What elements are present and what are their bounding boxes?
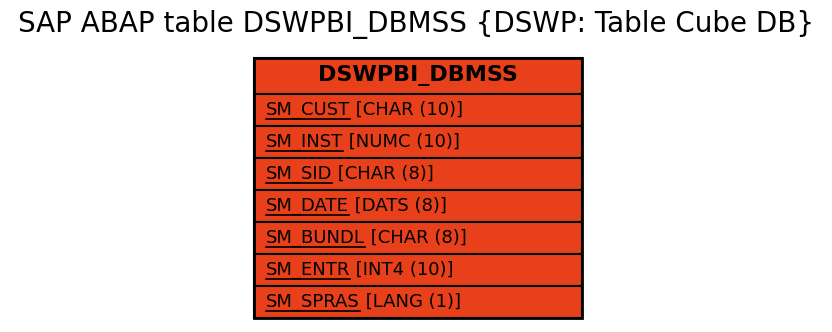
- Text: [NUMC (10)]: [NUMC (10)]: [343, 133, 460, 151]
- Bar: [254, 254, 582, 286]
- Bar: [254, 58, 582, 318]
- Bar: [254, 158, 582, 190]
- Text: SM_DATE: SM_DATE: [265, 197, 349, 215]
- Text: SAP ABAP table DSWPBI_DBMSS {DSWP: Table Cube DB}: SAP ABAP table DSWPBI_DBMSS {DSWP: Table…: [18, 10, 814, 39]
- Text: [DATS (8)]: [DATS (8)]: [349, 197, 447, 215]
- Text: SM_SPRAS: SM_SPRAS: [265, 293, 359, 311]
- Text: [INT4 (10)]: [INT4 (10)]: [350, 261, 453, 279]
- Text: [CHAR (8)]: [CHAR (8)]: [332, 165, 434, 183]
- Text: [CHAR (10)]: [CHAR (10)]: [350, 101, 463, 119]
- Bar: [254, 286, 582, 318]
- Text: SM_INST: SM_INST: [265, 133, 343, 151]
- Bar: [254, 190, 582, 222]
- Text: SM_CUST: SM_CUST: [265, 101, 350, 119]
- Text: SM_BUNDL: SM_BUNDL: [265, 229, 364, 247]
- Bar: [254, 222, 582, 254]
- Text: [CHAR (8)]: [CHAR (8)]: [364, 229, 467, 247]
- Text: DSWPBI_DBMSS: DSWPBI_DBMSS: [318, 65, 518, 87]
- Text: SM_SID: SM_SID: [265, 165, 332, 183]
- Bar: [254, 58, 582, 94]
- Bar: [254, 126, 582, 158]
- Bar: [254, 94, 582, 126]
- Text: [LANG (1)]: [LANG (1)]: [359, 293, 460, 311]
- Text: SM_ENTR: SM_ENTR: [265, 261, 350, 279]
